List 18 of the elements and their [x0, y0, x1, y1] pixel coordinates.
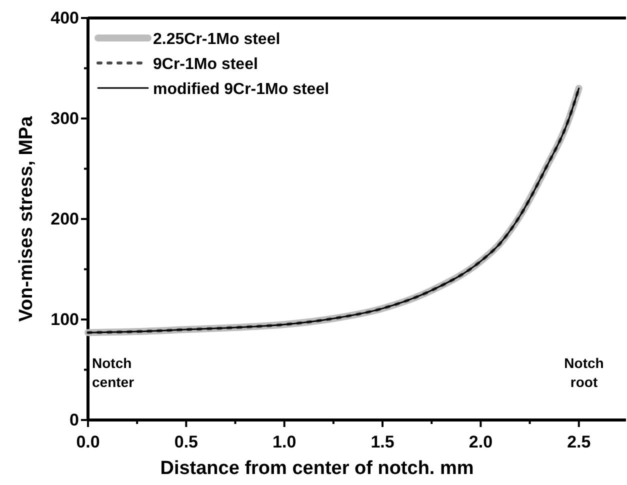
legend-label: modified 9Cr-1Mo steel — [153, 81, 330, 98]
x-tick-label: 1.0 — [272, 432, 296, 452]
y-tick-label: 400 — [50, 8, 79, 28]
x-tick-label: 1.5 — [370, 432, 394, 452]
annotation: Notch root — [564, 355, 604, 390]
x-tick-label: 2.0 — [468, 432, 493, 452]
y-tick-label: 200 — [50, 209, 79, 228]
x-tick-label: 0.0 — [76, 432, 100, 452]
legend-label: 2.25Cr-1Mo steel — [153, 31, 280, 48]
y-tick-label: 0 — [70, 410, 79, 430]
x-tick-label: 2.5 — [567, 432, 591, 452]
x-axis-title: Distance from center of notch. mm — [160, 458, 474, 479]
y-axis-title: Von-mises stress, MPa — [16, 116, 37, 322]
x-tick-label: 0.5 — [174, 432, 198, 452]
annotation: Notch center — [92, 355, 135, 390]
y-tick-label: 300 — [50, 108, 79, 128]
y-tick-label: 100 — [50, 310, 79, 329]
legend-label: 9Cr-1Mo steel — [153, 56, 258, 73]
